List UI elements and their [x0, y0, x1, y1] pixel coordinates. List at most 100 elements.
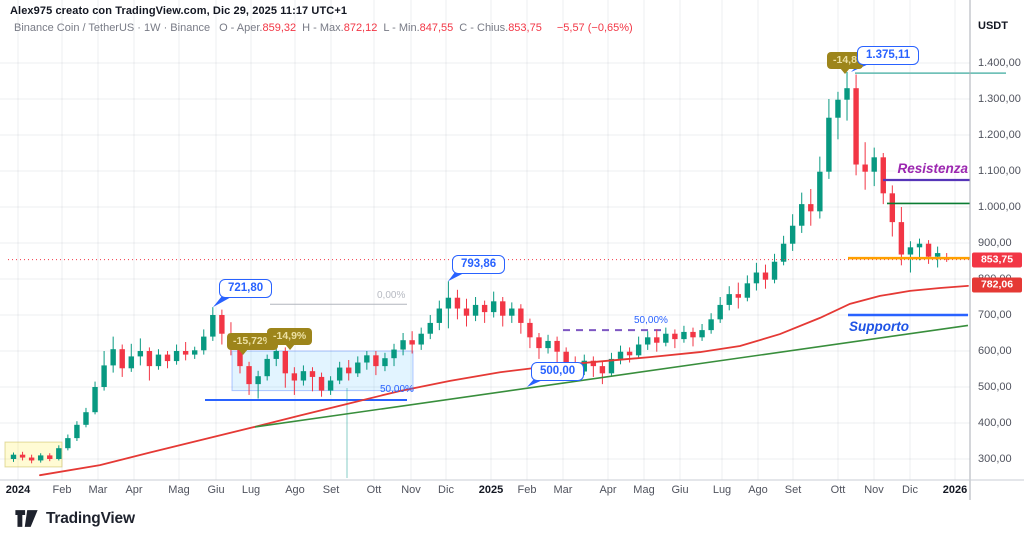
- percent-change-badge[interactable]: -14,8: [827, 52, 863, 74]
- candle-body: [826, 117, 832, 172]
- callout-tail: [213, 296, 233, 308]
- candle-body: [10, 454, 17, 459]
- candle-body: [545, 340, 551, 349]
- candle-body: [835, 99, 841, 118]
- candle-body: [554, 340, 560, 352]
- time-tick-label: 2024: [5, 484, 31, 496]
- candle-body: [164, 354, 171, 362]
- time-tick-label: 2025: [478, 484, 504, 496]
- time-tick-label: Giu: [207, 484, 225, 496]
- candle-body: [291, 373, 298, 381]
- candle-body: [47, 455, 53, 459]
- candle-body: [427, 322, 433, 334]
- last-price-badge: 853,75: [972, 252, 1022, 268]
- candle-body: [608, 358, 615, 374]
- candle-body: [346, 367, 352, 374]
- time-tick-label: Mag: [633, 484, 655, 496]
- candle-body: [373, 355, 379, 367]
- fib-level-label[interactable]: 50,00%: [380, 384, 414, 395]
- time-axis[interactable]: 2024 Feb Mar Apr Mag Giu Lug Ago Set Ott Nov Dic 202…: [0, 481, 1024, 500]
- candle-body: [916, 243, 923, 248]
- candle-body: [880, 157, 886, 194]
- support-label[interactable]: Supporto: [849, 319, 909, 334]
- price-callout[interactable]: 500,00: [531, 362, 585, 381]
- candle-body: [246, 366, 252, 385]
- candle-body: [599, 366, 606, 374]
- candle-body: [137, 351, 144, 357]
- candle-body: [273, 351, 279, 359]
- price-tick-label: 1.100,00: [978, 165, 1021, 177]
- candle-body: [490, 301, 497, 313]
- candle-body: [617, 351, 624, 359]
- candle-body: [382, 358, 388, 367]
- percent-change-badge[interactable]: -15,72%: [227, 333, 279, 355]
- candle-body: [635, 344, 642, 356]
- price-tick-label: 900,00: [978, 237, 1012, 249]
- time-tick-label: Mar: [88, 484, 108, 496]
- candle-body: [237, 348, 243, 367]
- resistance-label[interactable]: Resistenza: [897, 161, 968, 176]
- candle-body: [536, 337, 542, 349]
- candle-body: [391, 349, 397, 359]
- candle-body: [463, 308, 470, 316]
- ohlc-pair: C - Chius.853,75: [459, 22, 542, 34]
- price-callout[interactable]: 793,86: [452, 255, 506, 274]
- candle-body: [690, 331, 696, 338]
- candle-body: [400, 340, 406, 350]
- candle-body: [844, 88, 850, 100]
- time-tick-label: Dic: [902, 484, 918, 496]
- time-tick-label: 2026: [942, 484, 968, 496]
- candle-body: [74, 424, 80, 439]
- price-change: −5,57 (−0,65%): [556, 22, 633, 34]
- candle-body: [418, 333, 424, 345]
- candle-body: [436, 308, 443, 323]
- candle-body: [219, 315, 225, 334]
- candle-body: [318, 376, 325, 391]
- fib-level-label[interactable]: 50,00%: [634, 315, 668, 326]
- candle-body: [481, 304, 488, 313]
- candle-body: [898, 222, 905, 255]
- candle-body: [309, 371, 316, 377]
- candle-body: [300, 371, 307, 381]
- candle-body: [327, 380, 334, 391]
- time-tick-label: Mag: [168, 484, 190, 496]
- candle-body: [645, 337, 651, 345]
- price-tick-label: 300,00: [978, 453, 1012, 465]
- candle-body: [92, 387, 98, 413]
- candle-body: [771, 261, 778, 280]
- price-callout[interactable]: 721,80: [219, 279, 273, 298]
- candle-body: [753, 272, 760, 284]
- candle-body: [454, 297, 461, 309]
- candle-body: [119, 349, 125, 369]
- price-axis[interactable]: USDT 1.400,00 1.300,00 1.200,00 1.100,00 1.0…: [970, 0, 1024, 500]
- price-callout[interactable]: 1.375,11: [857, 46, 920, 65]
- time-tick-label: Apr: [599, 484, 617, 496]
- candle-body: [663, 333, 669, 343]
- tradingview-logo-text: TradingView: [46, 509, 135, 527]
- symbol-description: Binance Coin / TetherUS · 1W · Binance: [14, 22, 211, 34]
- time-tick-label: Ott: [366, 484, 382, 496]
- candle-body: [862, 164, 868, 172]
- percent-change-badge[interactable]: -14,9%: [267, 328, 313, 350]
- time-tick-label: Lug: [241, 484, 261, 496]
- candle-body: [65, 438, 71, 449]
- chart-header: Alex975 creato con TradingView.com, Dic …: [10, 5, 633, 34]
- candle-body: [672, 333, 678, 340]
- candle-body: [355, 362, 361, 374]
- candle-body: [925, 243, 932, 257]
- candle-body: [110, 349, 116, 366]
- candle-body: [889, 193, 896, 223]
- candle-body: [445, 297, 452, 309]
- percent-badge-tail: [238, 349, 248, 355]
- tradingview-logo[interactable]: TradingView: [14, 508, 135, 529]
- time-tick-label: Dic: [438, 484, 454, 496]
- time-tick-label: Mar: [553, 484, 573, 496]
- candle-body: [192, 350, 198, 355]
- price-tick-label: 500,00: [978, 381, 1012, 393]
- fib-level-label[interactable]: 0,00%: [377, 290, 406, 301]
- price-tick-label: 1.300,00: [978, 93, 1021, 105]
- chart-canvas[interactable]: [0, 0, 1024, 500]
- ohlc-pair: H - Max.872,12: [302, 22, 378, 34]
- candle-body: [264, 358, 270, 377]
